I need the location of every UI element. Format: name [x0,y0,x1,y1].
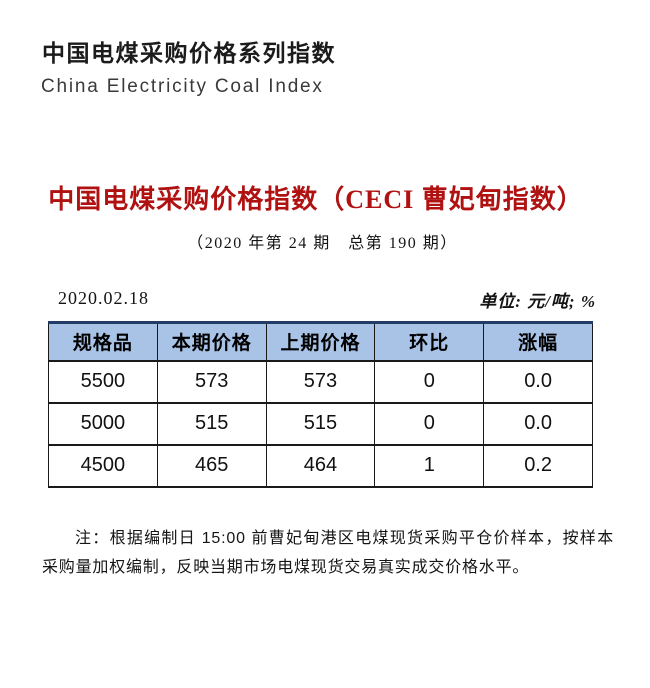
cell-current-price: 515 [156,401,267,446]
col-header-spec: 规格品 [48,321,158,362]
cell-change-rate: 0.0 [483,359,593,404]
col-header-current-price: 本期价格 [156,321,267,362]
table-row: 5500 573 573 0 0.0 [48,359,593,404]
table-row: 4500 465 464 1 0.2 [48,443,593,488]
footnote: 注：根据编制日 15:00 前曹妃甸港区电煤现货采购平仓价样本，按样本采购量加权… [42,530,614,576]
report-issue-line: （2020 年第 24 期 总第 190 期） [187,235,458,252]
cell-change: 0 [374,401,485,446]
report-title: 中国电煤采购价格指数（CECI 曹妃甸指数） [48,185,584,214]
cell-change-rate: 0.2 [483,443,593,488]
series-title-cn: 中国电煤采购价格系列指数 [42,40,336,66]
col-header-change-rate: 涨幅 [483,321,593,362]
cell-current-price: 465 [156,443,267,488]
col-header-change: 环比 [374,321,485,362]
cell-current-price: 573 [156,359,267,404]
table-row: 5000 515 515 0 0.0 [48,401,593,446]
header-row: 规格品 本期价格 上期价格 环比 涨幅 [48,321,593,362]
cell-previous-price: 515 [265,401,376,446]
cell-change-rate: 0.0 [483,401,593,446]
unit-label: 单位: 元/吨; % [479,292,596,311]
cell-change: 1 [374,443,485,488]
price-table: 规格品 本期价格 上期价格 环比 涨幅 5500 573 573 0 0.0 5… [48,321,593,488]
series-title-en: China Electricity Coal Index [41,76,324,97]
cell-spec: 4500 [48,443,158,488]
cell-previous-price: 464 [265,443,376,488]
cell-spec: 5000 [48,401,158,446]
price-table-header: 规格品 本期价格 上期价格 环比 涨幅 [48,321,593,362]
cell-spec: 5500 [48,359,158,404]
report-date: 2020.02.18 [58,288,149,308]
col-header-previous-price: 上期价格 [265,321,376,362]
price-table-body: 5500 573 573 0 0.0 5000 515 515 0 0.0 45… [48,359,593,488]
cell-previous-price: 573 [265,359,376,404]
cell-change: 0 [374,359,485,404]
